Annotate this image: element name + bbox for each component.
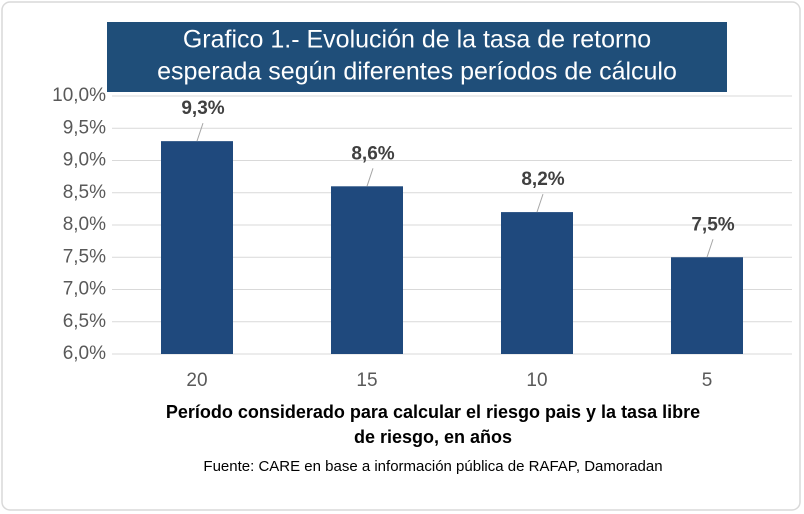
x-tick-label: 15 xyxy=(356,370,377,391)
bar xyxy=(161,141,233,354)
y-tick-label: 9,5% xyxy=(63,117,106,138)
bar xyxy=(331,186,403,354)
bar xyxy=(671,257,743,354)
y-tick-label: 7,5% xyxy=(63,246,106,267)
y-tick-label: 7,0% xyxy=(63,279,106,300)
x-axis-label: de riesgo, en años xyxy=(354,427,512,447)
y-tick-label: 10,0% xyxy=(52,85,106,106)
x-tick-label: 20 xyxy=(186,370,207,391)
y-tick-label: 8,5% xyxy=(63,182,106,203)
y-tick-label: 6,0% xyxy=(63,343,106,364)
leader-line xyxy=(196,122,204,142)
bar xyxy=(501,212,573,354)
data-label: 8,2% xyxy=(521,169,564,190)
chart-title: esperada según diferentes períodos de cá… xyxy=(157,58,677,86)
y-tick-label: 8,0% xyxy=(63,214,106,235)
source-note: Fuente: CARE en base a información públi… xyxy=(203,458,662,475)
chart-title: Grafico 1.- Evolución de la tasa de reto… xyxy=(183,26,651,54)
data-label: 9,3% xyxy=(181,98,224,119)
leader-line xyxy=(706,239,714,258)
data-label: 7,5% xyxy=(691,214,734,235)
leader-line xyxy=(536,193,544,213)
x-tick-label: 10 xyxy=(526,370,547,391)
x-axis-label: Período considerado para calcular el rie… xyxy=(166,402,700,422)
data-label: 8,6% xyxy=(351,143,394,164)
y-tick-label: 6,5% xyxy=(63,311,106,332)
leader-line xyxy=(366,168,374,187)
x-tick-label: 5 xyxy=(702,370,713,391)
y-tick-label: 9,0% xyxy=(63,150,106,171)
title-box xyxy=(107,22,727,92)
